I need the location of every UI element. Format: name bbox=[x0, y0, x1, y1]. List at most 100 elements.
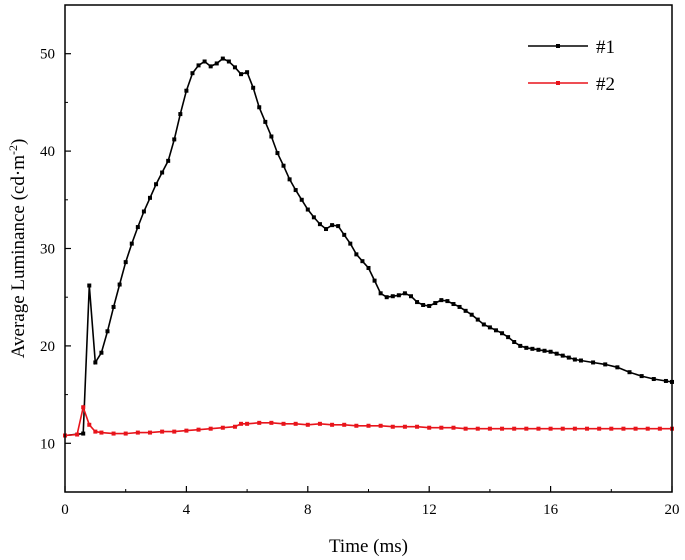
x-tick-label: 16 bbox=[543, 502, 559, 518]
data-point bbox=[451, 302, 456, 307]
data-point bbox=[415, 300, 420, 305]
data-point bbox=[342, 232, 347, 237]
data-point bbox=[560, 426, 565, 431]
legend-label: #2 bbox=[596, 74, 615, 95]
data-point bbox=[208, 426, 213, 431]
data-point bbox=[239, 72, 244, 77]
data-point bbox=[93, 360, 98, 365]
series-1 bbox=[63, 56, 674, 438]
data-point bbox=[245, 421, 250, 426]
data-point bbox=[427, 425, 432, 430]
data-point bbox=[451, 425, 456, 430]
data-point bbox=[500, 331, 505, 336]
data-point bbox=[390, 294, 395, 299]
y-axis-title-close: ) bbox=[8, 139, 29, 145]
data-point bbox=[366, 265, 371, 270]
data-point bbox=[378, 291, 383, 296]
data-point bbox=[208, 64, 213, 69]
data-point bbox=[469, 312, 474, 317]
data-point bbox=[141, 209, 146, 214]
data-point bbox=[457, 304, 462, 309]
data-point bbox=[597, 426, 602, 431]
data-point bbox=[336, 224, 341, 229]
data-point bbox=[609, 426, 614, 431]
y-axis-title-superscript: -2 bbox=[6, 145, 20, 155]
data-point bbox=[487, 325, 492, 330]
data-point bbox=[591, 360, 596, 365]
data-point bbox=[123, 260, 128, 265]
y-tick-label: 10 bbox=[40, 436, 55, 452]
legend-label: #1 bbox=[596, 37, 615, 58]
data-point bbox=[560, 353, 565, 358]
data-point bbox=[172, 429, 177, 434]
data-point bbox=[548, 349, 553, 354]
series-line bbox=[64, 404, 672, 437]
y-tick-label: 40 bbox=[40, 144, 55, 160]
data-point bbox=[281, 163, 286, 168]
data-point bbox=[93, 429, 98, 434]
data-point bbox=[214, 61, 219, 66]
data-point bbox=[324, 227, 329, 232]
data-point bbox=[421, 302, 426, 307]
data-point bbox=[311, 215, 316, 220]
data-point bbox=[166, 158, 171, 163]
data-point bbox=[378, 423, 383, 428]
x-tick-label: 20 bbox=[665, 502, 680, 518]
data-point bbox=[129, 241, 134, 246]
data-point bbox=[578, 358, 583, 363]
data-point bbox=[633, 426, 638, 431]
data-point bbox=[135, 430, 140, 435]
x-axis-title: Time (ms) bbox=[329, 536, 408, 557]
data-point bbox=[475, 426, 480, 431]
data-point bbox=[293, 188, 298, 193]
y-tick-label: 30 bbox=[40, 242, 55, 258]
legend: #1 #2 bbox=[528, 37, 615, 95]
data-point bbox=[342, 422, 347, 427]
data-point bbox=[184, 88, 189, 93]
data-point bbox=[530, 346, 535, 351]
data-point bbox=[542, 348, 547, 353]
y-axis-title-main: Average Luminance (cd·m bbox=[8, 155, 29, 358]
data-point bbox=[481, 322, 486, 327]
data-point bbox=[239, 421, 244, 426]
x-tick-label: 0 bbox=[61, 502, 69, 518]
data-point bbox=[275, 151, 280, 156]
data-point bbox=[536, 426, 541, 431]
data-point bbox=[512, 340, 517, 345]
data-point bbox=[512, 426, 517, 431]
data-point bbox=[99, 350, 104, 355]
data-point bbox=[657, 426, 662, 431]
data-point bbox=[524, 426, 529, 431]
data-point bbox=[372, 278, 377, 283]
data-point bbox=[317, 222, 322, 227]
y-tick-label: 50 bbox=[40, 47, 55, 63]
data-point bbox=[621, 426, 626, 431]
data-point bbox=[154, 182, 159, 187]
data-point bbox=[147, 195, 152, 200]
data-point bbox=[111, 304, 116, 309]
data-point bbox=[415, 424, 420, 429]
data-point bbox=[463, 426, 468, 431]
x-tick-label: 8 bbox=[304, 502, 312, 518]
data-point bbox=[439, 298, 444, 303]
data-point bbox=[645, 426, 650, 431]
data-point bbox=[463, 308, 468, 313]
data-point bbox=[330, 223, 335, 228]
data-point bbox=[427, 303, 432, 308]
data-point bbox=[160, 170, 165, 175]
data-point bbox=[117, 282, 122, 287]
data-point bbox=[269, 420, 274, 425]
legend-marker bbox=[556, 81, 560, 85]
data-point bbox=[639, 374, 644, 379]
data-point bbox=[487, 426, 492, 431]
data-point bbox=[330, 422, 335, 427]
data-point bbox=[202, 59, 207, 64]
data-point bbox=[257, 420, 262, 425]
data-point bbox=[287, 177, 292, 182]
data-point bbox=[439, 425, 444, 430]
data-point bbox=[184, 428, 189, 433]
data-point bbox=[105, 329, 110, 334]
data-point bbox=[366, 423, 371, 428]
data-point bbox=[232, 424, 237, 429]
